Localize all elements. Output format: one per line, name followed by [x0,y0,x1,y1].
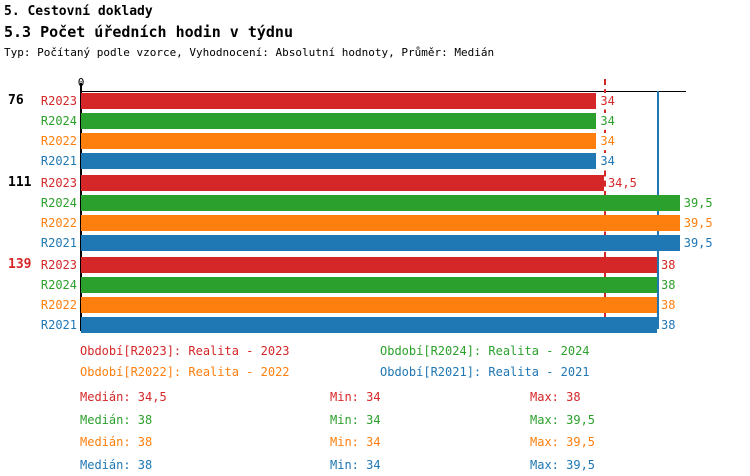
chart-title: 5.3 Počet úředních hodin v týdnu [4,23,293,41]
value-label: 38 [661,277,676,293]
stat-median-R2021: Medián: 38 [80,457,153,472]
value-label: 38 [661,297,676,313]
value-label: 34,5 [607,175,637,191]
value-label: 39,5 [683,195,713,211]
series-label-R2023: R2023 [40,94,77,108]
series-label-R2021: R2021 [40,236,77,250]
legend-item-R2022: Období[R2022]: Realita - 2022 [80,365,290,379]
bar-row: R2021 39,5 [0,235,750,251]
bar-R2023-76 [81,93,597,109]
bar-row: R2024 34 [0,113,750,129]
stat-median-R2023: Medián: 34,5 [80,390,167,404]
series-label-R2022: R2022 [40,216,77,230]
stat-median-R2022: Medián: 38 [80,435,153,449]
stat-min-R2023: Min: 34 [330,390,381,404]
series-label-R2024: R2024 [40,114,77,128]
stat-median-R2024: Medián: 38 [80,412,153,427]
series-label-R2021: R2021 [40,154,77,168]
bar-row: 111 R2023 34,5 [0,175,750,191]
bar-R2024-76 [81,113,597,129]
legend-item-R2024: Období[R2024]: Realita - 2024 [380,344,590,358]
stat-max-R2023: Max: 38 [530,390,581,404]
bar-R2023-111 [81,175,604,191]
bar-row: R2024 39,5 [0,195,750,211]
group-label-111: 111 [8,175,32,190]
stat-min-R2021: Min: 34 [330,457,381,472]
page-title: 5. Cestovní doklady [4,4,153,19]
bar-R2024-111 [81,195,680,211]
series-label-R2023: R2023 [40,176,77,190]
stat-max-R2021: Max: 39,5 [530,457,596,472]
value-label: 34 [600,133,615,149]
stat-min-R2024: Min: 34 [330,412,381,427]
bar-R2022-111 [81,215,680,231]
legend-item-R2023: Období[R2023]: Realita - 2023 [80,344,290,358]
value-label: 34 [600,113,615,129]
stat-min-R2022: Min: 34 [330,435,381,449]
bar-row: R2022 38 [0,297,750,313]
bar-R2022-76 [81,133,597,149]
bar-R2021-76 [81,153,597,169]
value-label: 34 [600,153,615,169]
group-label-139: 139 [8,257,32,272]
stat-max-R2022: Max: 39,5 [530,435,596,449]
group-label-76: 76 [8,93,24,108]
bar-row: 76 R2023 34 [0,93,750,109]
value-label: 38 [661,257,676,273]
bar-R2024-139 [81,277,657,293]
stat-max-R2024: Max: 39,5 [530,412,596,427]
x-axis-top-line [81,91,686,92]
value-label: 38 [661,317,676,333]
series-label-R2023: R2023 [40,258,77,272]
series-label-R2022: R2022 [40,134,77,148]
value-label: 34 [600,93,615,109]
bar-R2022-139 [81,297,657,313]
series-label-R2022: R2022 [40,298,77,312]
bar-row: R2024 38 [0,277,750,293]
value-label: 39,5 [683,215,713,231]
bar-R2021-111 [81,235,680,251]
bar-row: 139 R2023 38 [0,257,750,273]
value-label: 39,5 [683,235,713,251]
bar-R2021-139 [81,317,657,333]
x-axis-tick-label-0: 0 [77,76,85,89]
bar-row: R2022 34 [0,133,750,149]
chart-meta-line: Typ: Počítaný podle vzorce, Vyhodnocení:… [4,46,495,59]
legend-item-R2021: Období[R2021]: Realita - 2021 [380,365,590,379]
series-label-R2024: R2024 [40,196,77,210]
series-label-R2024: R2024 [40,278,77,292]
bar-row: R2021 38 [0,317,750,333]
series-label-R2021: R2021 [40,318,77,332]
bar-row: R2021 34 [0,153,750,169]
bar-R2023-139 [81,257,657,273]
bar-row: R2022 39,5 [0,215,750,231]
